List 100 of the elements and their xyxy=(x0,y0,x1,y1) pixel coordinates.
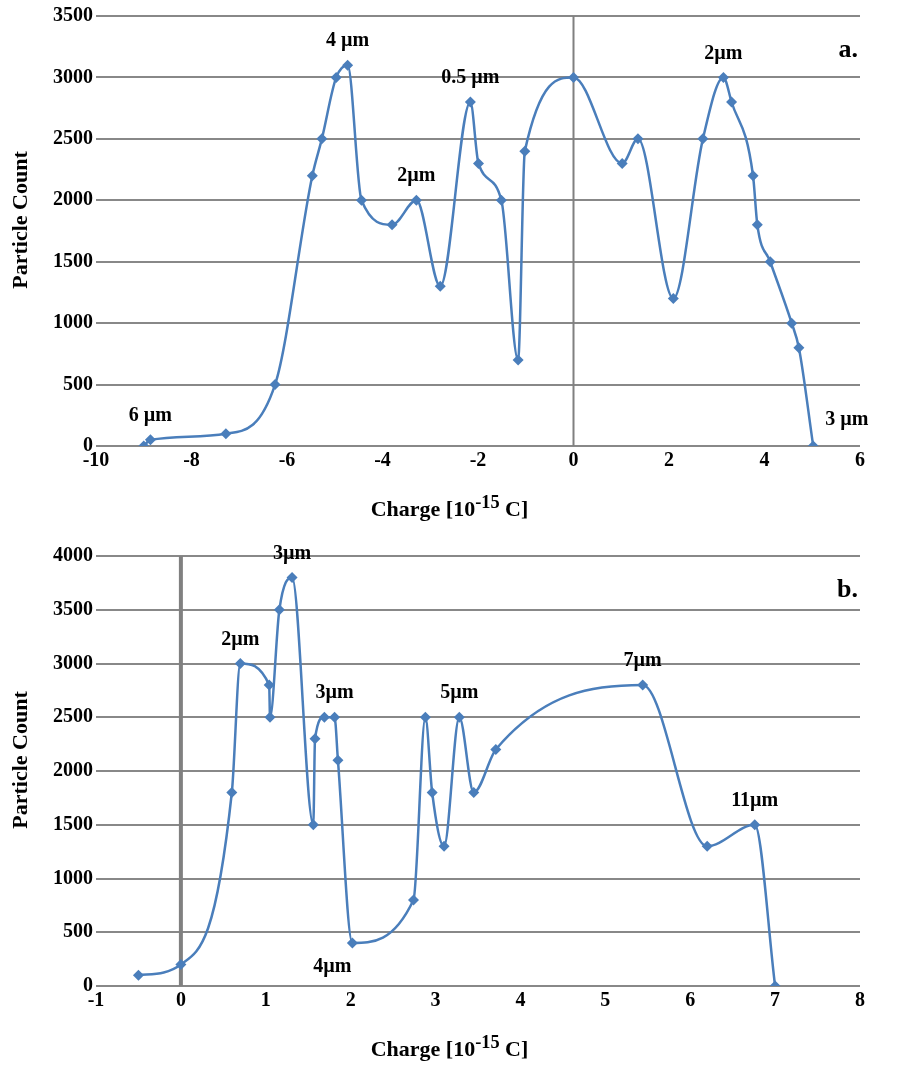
annotation: 11µm xyxy=(731,787,779,811)
y-axis-title: Particle Count xyxy=(7,691,33,829)
point xyxy=(747,170,759,182)
annotation: 2µm xyxy=(221,626,260,650)
point xyxy=(410,194,422,206)
annotation: 2µm xyxy=(704,40,743,64)
y-tick-label: 1500 xyxy=(53,248,93,271)
annotation: 0.5 µm xyxy=(441,65,500,89)
annotation: 4 µm xyxy=(326,28,370,52)
annotation: 5µm xyxy=(440,680,479,704)
point xyxy=(697,133,709,145)
point xyxy=(234,658,246,669)
point xyxy=(512,354,524,366)
y-tick-label: 1500 xyxy=(53,811,93,834)
point xyxy=(226,787,238,798)
point xyxy=(793,342,805,354)
text: a. xyxy=(838,33,858,63)
y-tick-label: 1000 xyxy=(53,310,93,333)
y-tick-label: 3500 xyxy=(53,596,93,619)
y-tick-label: 2500 xyxy=(53,126,93,149)
y-tick-label: 4000 xyxy=(53,543,93,566)
x-tick-label: 8 xyxy=(855,988,865,1011)
point xyxy=(318,711,330,723)
point xyxy=(407,894,419,906)
point xyxy=(269,379,281,391)
x-tick-label: 2 xyxy=(664,448,674,471)
x-tick-label: 0 xyxy=(568,448,579,471)
point xyxy=(434,280,446,292)
point xyxy=(306,170,318,182)
point xyxy=(786,317,798,329)
point xyxy=(273,604,285,616)
x-tick-label: 5 xyxy=(600,988,611,1011)
point xyxy=(568,71,579,83)
point xyxy=(495,194,507,206)
y-tick-label: 2000 xyxy=(53,187,93,210)
point xyxy=(632,133,644,145)
x-tick-label: 1 xyxy=(260,988,271,1011)
point xyxy=(637,679,649,691)
text: b. xyxy=(837,573,858,603)
y-tick-label: 3000 xyxy=(53,64,93,87)
point xyxy=(519,145,531,157)
point xyxy=(764,256,776,268)
y-tick-label: 3500 xyxy=(53,3,93,26)
point xyxy=(464,96,476,108)
point xyxy=(329,711,341,723)
x-tick-label: 3 xyxy=(430,988,441,1011)
x-axis-title: Charge [10$^{-15}$ C] xyxy=(369,492,530,523)
annotation: 3µm xyxy=(273,540,312,564)
point xyxy=(717,71,729,83)
point xyxy=(286,572,298,583)
point xyxy=(426,787,438,798)
point xyxy=(453,711,465,723)
y-tick-label: 3000 xyxy=(53,650,93,673)
x-tick-label: 0 xyxy=(175,988,186,1011)
y-tick-label: 500 xyxy=(63,371,93,394)
annotation: 4µm xyxy=(313,954,352,978)
point xyxy=(175,959,187,970)
y-tick-label: 1000 xyxy=(53,865,93,888)
point xyxy=(751,219,763,231)
point xyxy=(701,840,713,852)
point xyxy=(144,434,156,446)
point xyxy=(307,819,319,831)
x-tick-label: 2 xyxy=(345,988,356,1011)
y-axis-title: Particle Count xyxy=(7,151,33,289)
x-tick-label: -8 xyxy=(183,448,200,471)
point xyxy=(346,937,358,949)
annotation: 3 µm xyxy=(825,407,869,431)
point xyxy=(386,219,398,231)
point xyxy=(749,819,761,831)
annotation: 2µm xyxy=(397,163,436,187)
point xyxy=(355,194,367,206)
y-tick-label: 500 xyxy=(63,919,93,942)
point xyxy=(468,787,480,798)
annotation: 3µm xyxy=(315,680,354,704)
point xyxy=(316,133,328,145)
point xyxy=(726,96,738,108)
point xyxy=(419,711,431,723)
y-tick-label: 2500 xyxy=(53,704,93,727)
x-tick-label: 7 xyxy=(770,988,781,1011)
point xyxy=(132,969,144,981)
x-tick-label: 4 xyxy=(515,988,526,1011)
point xyxy=(330,71,342,83)
annotation: 7µm xyxy=(623,648,663,672)
point xyxy=(667,293,679,305)
point xyxy=(342,59,354,71)
point xyxy=(616,157,628,169)
x-tick-label: -6 xyxy=(278,448,296,471)
point xyxy=(438,840,450,852)
x-axis-title: Charge [10$^{-15}$ C] xyxy=(369,1032,530,1063)
y-tick-label: 2000 xyxy=(53,758,93,781)
x-tick-label: -4 xyxy=(374,448,391,471)
point xyxy=(220,428,232,440)
point xyxy=(332,754,344,766)
x-tick-label: 6 xyxy=(685,988,696,1011)
point xyxy=(490,744,502,755)
point xyxy=(472,157,484,169)
x-tick-label: 6 xyxy=(855,448,865,471)
annotation: 6 µm xyxy=(128,403,173,427)
x-tick-label: -2 xyxy=(469,448,487,471)
x-tick-label: 4 xyxy=(759,448,770,471)
